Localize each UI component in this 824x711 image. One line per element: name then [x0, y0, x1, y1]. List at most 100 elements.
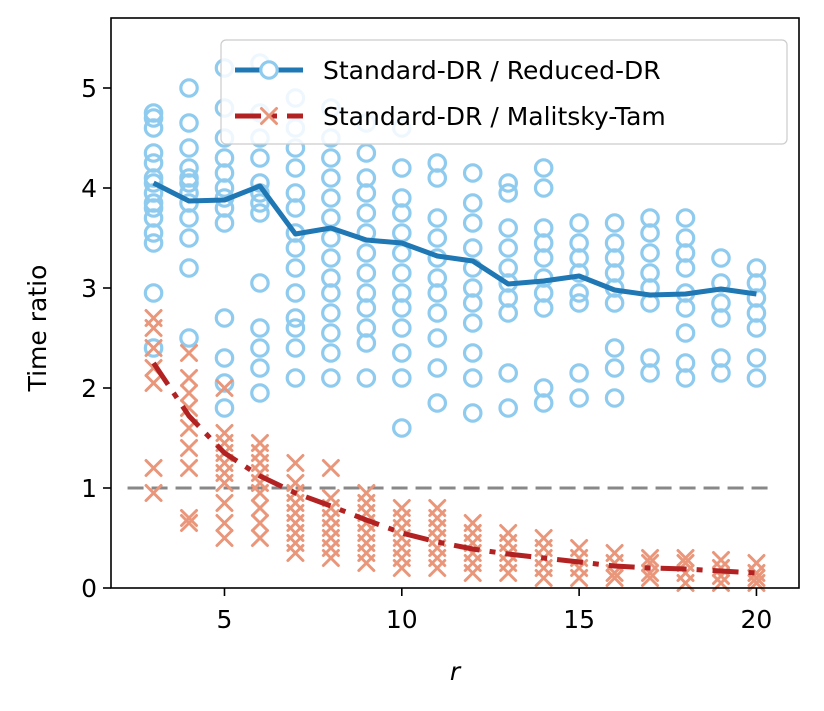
- reduced-dr-point-2-3: [214, 308, 235, 328]
- reduced-dr-point-1-10: [179, 113, 199, 133]
- reduced-dr-point-8-5: [427, 268, 448, 288]
- malitsky-tam-point-1-3: [180, 439, 199, 457]
- malitsky-tam-mean-line: [151, 361, 757, 576]
- reduced-dr-point-3-9: [250, 148, 270, 168]
- reduced-dr-point-8-0: [427, 393, 448, 413]
- reduced-dr-point-14-5: [640, 243, 660, 263]
- malitsky-tam-point-1-1: [180, 509, 199, 527]
- y-tick-label-3: 3: [81, 274, 97, 303]
- malitsky-tam-point-0-6: [144, 309, 163, 327]
- reduced-dr-point-5-11: [321, 148, 341, 168]
- reduced-dr-point-13-7: [604, 233, 625, 253]
- malitsky-tam-point-1-8: [180, 344, 199, 362]
- reduced-dr-point-4-10: [285, 158, 306, 178]
- malitsky-tam-point-0-0: [144, 484, 163, 502]
- malitsky-tam-point-7-6: [392, 499, 411, 517]
- reduced-dr-point-2-0: [214, 398, 235, 418]
- malitsky-tam-point-0-2: [144, 374, 163, 392]
- reduced-dr-point-13-1: [604, 358, 625, 378]
- reduced-dr-point-8-2: [427, 328, 448, 348]
- reduced-dr-point-7-10: [392, 188, 412, 208]
- plot-frame: [110, 17, 800, 589]
- reduced-dr-point-3-1: [250, 358, 270, 378]
- malitsky-tam-point-1-0: [180, 514, 199, 532]
- reduced-dr-point-6-11: [356, 143, 377, 163]
- reduced-dr-point-5-3: [321, 303, 341, 323]
- malitsky-tam-point-14-3: [641, 549, 660, 567]
- ticks-layer: 5 10 15 20 0 1 2 3 4 5: [81, 74, 772, 634]
- legend-marker-reduced-dr: [259, 60, 279, 80]
- reduced-dr-point-5-10: [321, 168, 341, 188]
- reduced-dr-mean-line: [152, 180, 757, 298]
- reduced-dr-point-2-9: [214, 148, 235, 168]
- reduced-dr-point-8-7: [427, 228, 448, 248]
- malitsky-tam-point-5-7: [321, 459, 340, 477]
- reduced-dr-point-6-6: [356, 243, 377, 263]
- malitsky-tam-point-10-4: [499, 524, 518, 542]
- mean-lines-layer: [151, 180, 757, 576]
- y-tick-label-2: 2: [81, 374, 97, 403]
- reduced-dr-point-3-5: [250, 203, 270, 223]
- reduced-dr-point-9-3: [462, 313, 483, 333]
- reduced-dr-point-7-3: [392, 318, 412, 338]
- reduced-dr-point-12-0: [569, 388, 589, 408]
- malitsky-tam-point-12-3: [570, 539, 589, 557]
- reduced-dr-point-10-9: [498, 173, 518, 193]
- reduced-dr-point-7-1: [392, 368, 412, 388]
- malitsky-tam-point-11-4: [534, 529, 553, 547]
- reduced-dr-point-6-5: [356, 263, 377, 283]
- y-axis-label: Time ratio: [23, 265, 52, 393]
- reduced-dr-point-1-9: [179, 138, 199, 158]
- reduced-dr-point-12-1: [569, 363, 589, 383]
- reduced-dr-point-0-10: [143, 143, 164, 163]
- malitsky-tam-point-3-2: [250, 499, 269, 517]
- reduced-dr-point-4-2: [285, 318, 306, 338]
- reduced-dr-point-10-8: [498, 183, 518, 203]
- reduced-dr-point-10-6: [498, 238, 518, 258]
- reduced-dr-point-2-2: [214, 348, 235, 368]
- reduced-dr-point-3-0: [250, 383, 270, 403]
- reduced-dr-point-11-9: [533, 158, 554, 178]
- reduced-dr-point-1-0: [179, 328, 199, 348]
- reduced-dr-point-17-6: [746, 258, 767, 278]
- reduced-dr-point-9-5: [462, 278, 483, 298]
- reduced-dr-point-1-11: [179, 78, 199, 98]
- y-tick-label-0: 0: [81, 574, 97, 603]
- reduced-dr-point-7-2: [392, 343, 412, 363]
- malitsky-tam-point-4-8: [286, 454, 305, 472]
- malitsky-tam-point-2-2: [215, 494, 234, 512]
- legend-label-reduced-dr: Standard-DR / Reduced-DR: [323, 56, 661, 85]
- reduced-dr-point-8-3: [427, 303, 448, 323]
- reduced-dr-point-7-0: [392, 418, 412, 438]
- legend-marker-malitsky-tam: [260, 107, 278, 125]
- reduced-dr-point-5-1: [321, 343, 341, 363]
- legend-entry-reduced-dr: [235, 60, 303, 80]
- reduced-dr-point-17-0: [746, 368, 767, 388]
- reduced-dr-point-10-0: [498, 398, 518, 418]
- reduced-dr-point-5-2: [321, 323, 341, 343]
- reduced-dr-point-5-8: [321, 208, 341, 228]
- malitsky-tam-point-17-3: [747, 554, 766, 572]
- reduced-dr-point-14-7: [640, 208, 660, 228]
- malitsky-tam-point-4-7: [286, 474, 305, 492]
- reduced-dr-point-7-11: [392, 158, 412, 178]
- reduced-dr-point-12-7: [569, 213, 589, 233]
- reduced-dr-point-11-8: [533, 178, 554, 198]
- reduced-dr-point-8-1: [427, 358, 448, 378]
- reduced-dr-point-5-9: [321, 188, 341, 208]
- reduced-dr-point-0-1: [143, 233, 164, 253]
- malitsky-tam-point-3-0: [250, 529, 269, 547]
- reduced-dr-point-9-1: [462, 368, 483, 388]
- reduced-dr-point-3-4: [250, 273, 270, 293]
- reduced-dr-point-1-1: [179, 258, 199, 278]
- malitsky-tam-point-1-2: [180, 459, 199, 477]
- reduced-dr-point-0-5: [143, 193, 164, 213]
- reduced-dr-point-8-8: [427, 208, 448, 228]
- reduced-dr-point-6-0: [356, 368, 377, 388]
- legend-entry-malitsky-tam: [235, 107, 303, 125]
- reduced-dr-point-11-7: [533, 218, 554, 238]
- reduced-dr-point-15-2: [675, 323, 696, 343]
- reduced-dr-point-9-2: [462, 343, 483, 363]
- reduced-dr-point-0-0: [143, 283, 164, 303]
- reduced-dr-point-3-6: [250, 193, 270, 213]
